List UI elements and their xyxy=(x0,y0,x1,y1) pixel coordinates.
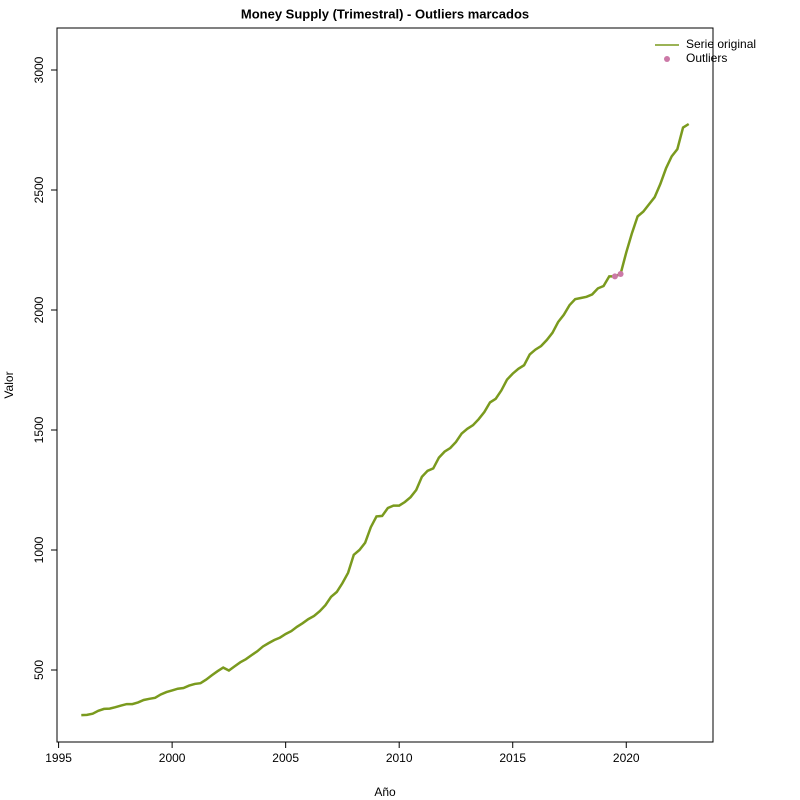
x-tick-label: 2020 xyxy=(613,751,640,765)
y-axis-label: Valor xyxy=(2,371,16,398)
series-line xyxy=(81,122,690,717)
x-tick-label: 2015 xyxy=(499,751,526,765)
plot-frame xyxy=(56,27,714,743)
x-tick-label: 2005 xyxy=(272,751,299,765)
legend-swatch xyxy=(664,56,670,62)
chart-title: Money Supply (Trimestral) - Outliers mar… xyxy=(241,6,529,21)
outlier-point xyxy=(617,271,624,277)
y-tick-label: 3000 xyxy=(32,56,46,83)
x-axis-label: Año xyxy=(374,785,396,799)
legend-label: Outliers xyxy=(686,51,727,65)
x-tick-label: 2000 xyxy=(159,751,186,765)
x-tick-label: 2010 xyxy=(386,751,413,765)
y-tick-label: 2500 xyxy=(32,176,46,203)
y-tick-label: 1500 xyxy=(32,416,46,443)
y-tick-label: 2000 xyxy=(32,296,46,323)
legend-label: Serie original xyxy=(686,37,756,51)
y-tick-label: 500 xyxy=(32,660,46,680)
x-tick-label: 1995 xyxy=(45,751,72,765)
y-tick-label: 1000 xyxy=(32,536,46,563)
outlier-point xyxy=(611,273,618,280)
